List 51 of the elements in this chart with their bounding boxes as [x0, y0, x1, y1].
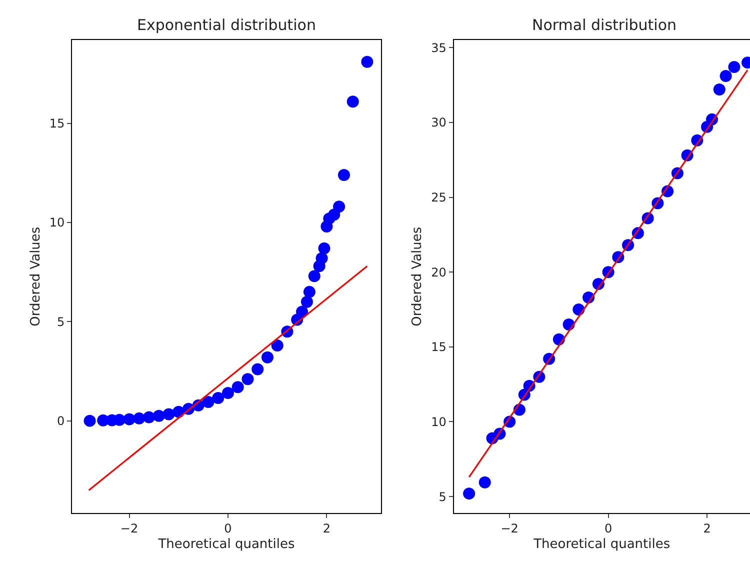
point — [252, 363, 264, 376]
point — [713, 84, 726, 96]
x-tick-label: −2 — [120, 521, 138, 536]
point — [212, 392, 224, 404]
point — [242, 373, 254, 386]
chart-title: Normal distribution — [532, 16, 677, 34]
point — [261, 351, 274, 364]
point — [232, 381, 244, 394]
point — [346, 96, 359, 108]
point — [728, 61, 740, 74]
point — [152, 410, 165, 422]
y-tick-label: 5 — [56, 314, 65, 329]
y-tick-label: 35 — [431, 40, 446, 55]
y-tick-label: 5 — [438, 490, 446, 504]
x-tick-label: 0 — [224, 521, 232, 536]
point — [463, 488, 476, 500]
y-tick-label: 15 — [431, 340, 446, 354]
x-tick-label: 2 — [322, 521, 331, 536]
x-axis-title: Theoretical quantiles — [157, 537, 295, 552]
y-tick-label: 20 — [431, 265, 446, 280]
y-axis-title: Ordered Values — [28, 226, 44, 326]
point — [316, 252, 328, 264]
point — [222, 387, 234, 400]
x-tick-label: −2 — [500, 521, 518, 536]
point — [308, 270, 320, 282]
point — [143, 411, 155, 424]
point — [271, 339, 284, 352]
point — [720, 70, 732, 82]
y-axis-title: Ordered Values — [410, 226, 426, 326]
y-tick-label: 15 — [49, 116, 65, 131]
point — [318, 242, 330, 254]
chart-title: Exponential distribution — [137, 16, 316, 34]
x-tick-label: 2 — [703, 521, 711, 536]
x-tick-label: 0 — [604, 521, 612, 536]
point — [361, 56, 374, 68]
point — [162, 408, 175, 420]
point — [296, 306, 308, 318]
point — [202, 396, 214, 408]
y-tick-label: 10 — [49, 216, 65, 230]
y-tick-label: 0 — [56, 414, 65, 428]
point — [133, 412, 146, 424]
x-axis-title: Theoretical quantiles — [532, 537, 670, 552]
y-tick-label: 25 — [431, 190, 446, 204]
point — [84, 414, 96, 427]
y-tick-label: 30 — [431, 116, 446, 130]
point — [333, 200, 346, 213]
y-tick-label: 10 — [431, 414, 446, 429]
point — [338, 168, 350, 181]
point — [303, 286, 316, 298]
point — [478, 476, 491, 488]
point — [300, 296, 313, 308]
